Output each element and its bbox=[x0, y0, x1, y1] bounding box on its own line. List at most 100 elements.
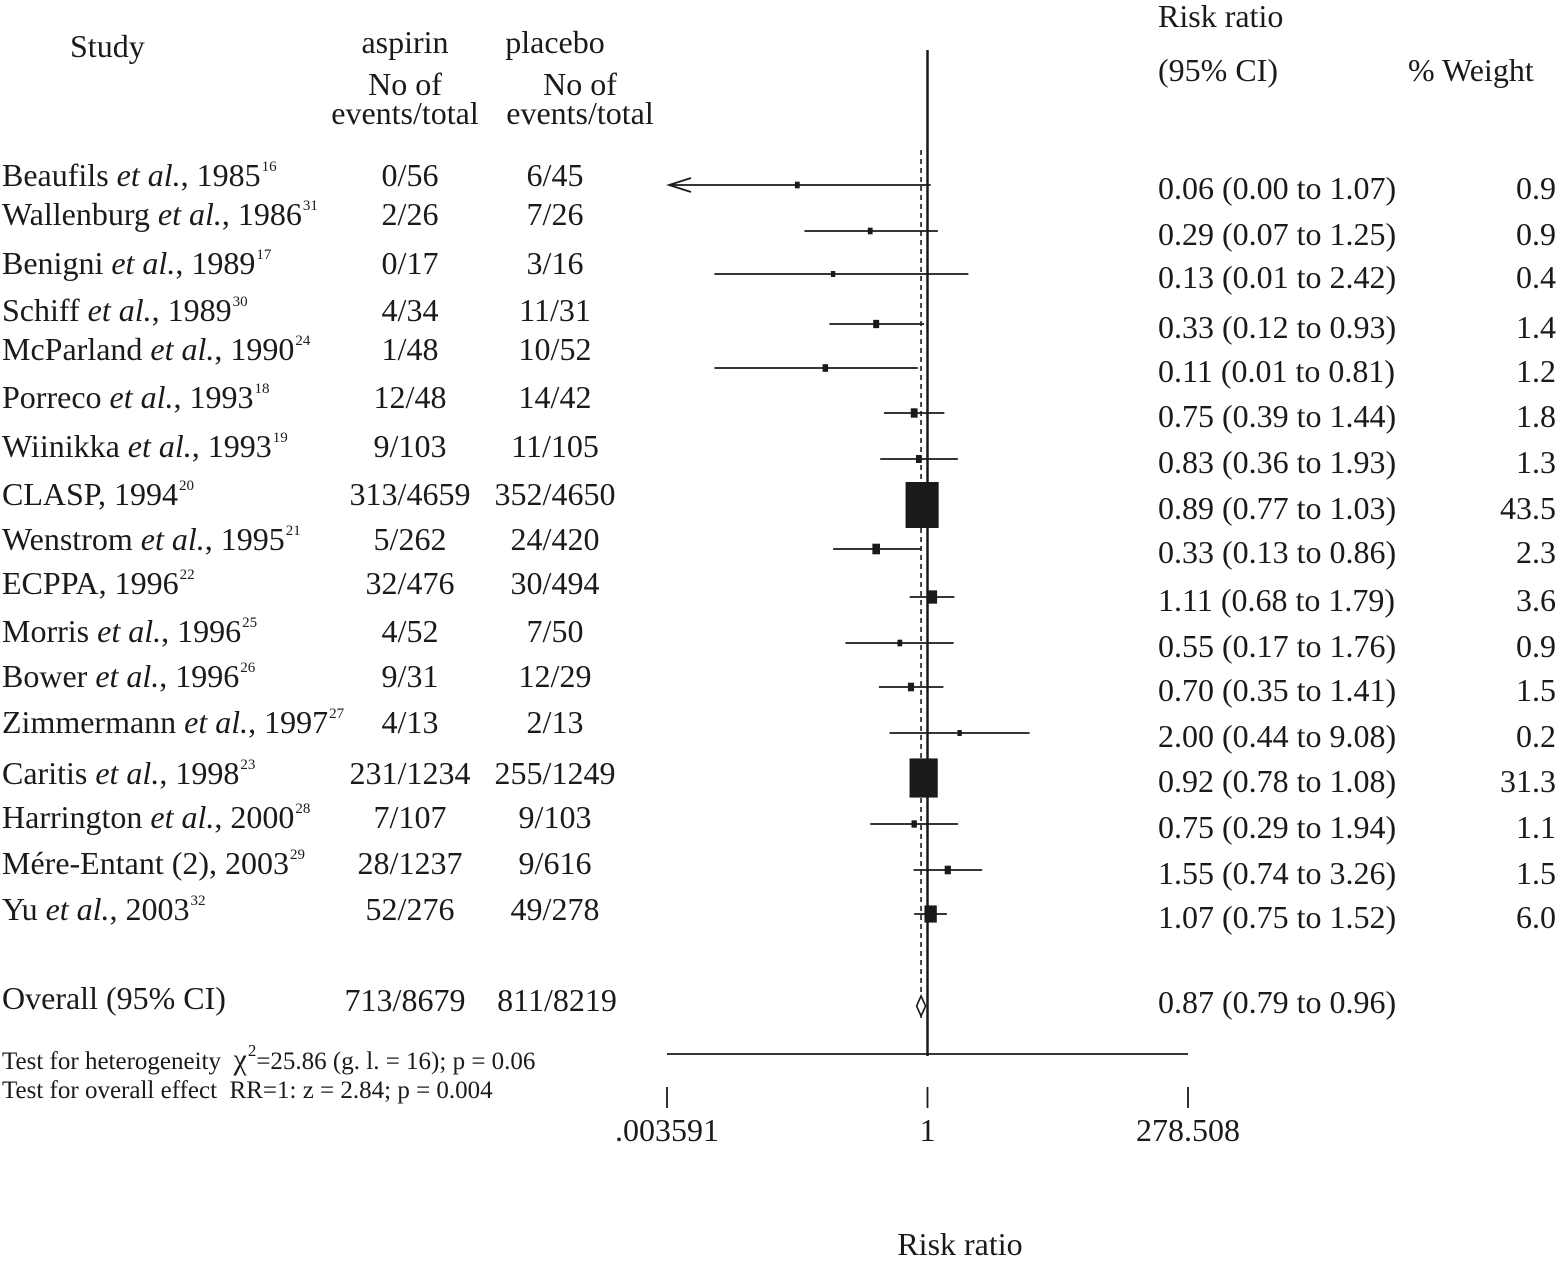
aspirin-events: 313/4659 bbox=[349, 476, 471, 512]
study-year: 1993 bbox=[207, 428, 272, 464]
weight-value: 1.3 bbox=[1516, 444, 1556, 480]
risk-ratio-ci: 0.75 (0.29 to 1.94) bbox=[1158, 809, 1397, 845]
x-tick-label: 278.508 bbox=[1136, 1112, 1240, 1148]
test-overall-label: Test for overall effect bbox=[2, 1077, 218, 1104]
point-estimate bbox=[794, 181, 800, 189]
risk-ratio-ci: 0.11 (0.01 to 0.81) bbox=[1158, 353, 1396, 389]
study-label: Mére-Entant (2), 200329 bbox=[2, 845, 306, 881]
header-aspirin-events: events/total bbox=[331, 95, 479, 131]
weight-value: 1.2 bbox=[1516, 353, 1556, 389]
risk-ratio-ci: 0.70 (0.35 to 1.41) bbox=[1158, 672, 1397, 708]
point-estimate bbox=[927, 590, 938, 604]
point-estimate bbox=[830, 271, 836, 277]
aspirin-events: 0/56 bbox=[381, 157, 439, 193]
study-etal: et al. bbox=[127, 428, 192, 464]
overall-rr-text: 0.87 (0.79 to 0.96) bbox=[1158, 984, 1397, 1020]
weight-value: 2.3 bbox=[1516, 534, 1556, 570]
aspirin-events: 52/276 bbox=[365, 891, 455, 927]
study-reference: 30 bbox=[232, 294, 248, 310]
study-reference: 20 bbox=[179, 478, 195, 494]
placebo-events: 2/13 bbox=[526, 704, 584, 740]
header-study: Study bbox=[70, 28, 145, 64]
study-reference: 32 bbox=[190, 893, 206, 909]
point-estimate bbox=[867, 227, 873, 235]
placebo-events: 6/45 bbox=[526, 157, 584, 193]
placebo-events: 11/105 bbox=[511, 428, 599, 464]
header-placebo-events: events/total bbox=[506, 95, 654, 131]
study-reference: 19 bbox=[272, 430, 288, 446]
study-reference: 27 bbox=[329, 706, 345, 722]
study-etal: et al. bbox=[157, 196, 222, 232]
study-name: Wenstrom bbox=[2, 521, 133, 557]
x-axis-label: Risk ratio bbox=[897, 1226, 1023, 1262]
study-name: Benigni bbox=[2, 245, 104, 281]
study-label: Wiinikka et al., 199319 bbox=[2, 428, 288, 464]
study-year: 1989 bbox=[167, 292, 232, 328]
chi-symbol: χ bbox=[233, 1043, 247, 1076]
test-heterogeneity-label: Test for heterogeneity bbox=[2, 1048, 221, 1075]
study-etal: et al. bbox=[184, 704, 249, 740]
point-estimate bbox=[873, 319, 880, 329]
study-etal: et al. bbox=[140, 521, 205, 557]
study-name: Wallenburg bbox=[2, 196, 150, 232]
study-etal: et al. bbox=[116, 157, 181, 193]
study-year: 1986 bbox=[237, 196, 302, 232]
study-reference: 22 bbox=[179, 567, 195, 583]
aspirin-events: 9/31 bbox=[381, 658, 439, 694]
aspirin-events: 4/13 bbox=[381, 704, 439, 740]
study-year: 1996 bbox=[175, 658, 240, 694]
test-heterogeneity-value: =25.86 (g. l. = 16); p = 0.06 bbox=[256, 1048, 536, 1075]
aspirin-events: 9/103 bbox=[373, 428, 447, 464]
header-risk-ratio: Risk ratio bbox=[1158, 0, 1284, 34]
weight-value: 6.0 bbox=[1516, 899, 1556, 935]
study-year: 1998 bbox=[175, 755, 240, 791]
weight-value: 0.9 bbox=[1516, 216, 1556, 252]
weight-value: 1.4 bbox=[1516, 309, 1556, 345]
study-year: 1994 bbox=[114, 476, 179, 512]
aspirin-events: 2/26 bbox=[381, 196, 439, 232]
aspirin-events: 231/1234 bbox=[349, 755, 471, 791]
study-name: Zimmermann bbox=[2, 704, 177, 740]
study-reference: 31 bbox=[302, 198, 318, 214]
test-overall-effect: Test for overall effect RR=1: z = 2.84; … bbox=[2, 1078, 493, 1103]
point-estimate bbox=[822, 364, 829, 372]
study-year: 2003 bbox=[225, 845, 290, 881]
study-reference: 16 bbox=[261, 159, 277, 175]
study-reference: 25 bbox=[242, 615, 258, 631]
study-reference: 29 bbox=[290, 847, 306, 863]
aspirin-events: 4/52 bbox=[381, 613, 439, 649]
header-placebo-no-of: No of bbox=[543, 66, 617, 102]
placebo-events: 49/278 bbox=[510, 891, 600, 927]
weight-value: 1.1 bbox=[1516, 809, 1556, 845]
placebo-events: 30/494 bbox=[510, 565, 600, 601]
study-label: McParland et al., 199024 bbox=[2, 331, 311, 367]
risk-ratio-ci: 0.13 (0.01 to 2.42) bbox=[1158, 259, 1397, 295]
study-name: CLASP bbox=[2, 476, 99, 512]
study-year: 1995 bbox=[220, 521, 285, 557]
study-label: Harrington et al., 200028 bbox=[2, 799, 311, 835]
study-label: Schiff et al., 198930 bbox=[2, 292, 248, 328]
study-label: Bower et al., 199626 bbox=[2, 658, 256, 694]
study-etal: et al. bbox=[150, 799, 215, 835]
weight-value: 0.9 bbox=[1516, 170, 1556, 206]
study-year: 1993 bbox=[189, 379, 254, 415]
study-name: Mére-Entant (2) bbox=[2, 845, 210, 881]
overall-aspirin: 713/8679 bbox=[344, 982, 466, 1018]
placebo-events: 14/42 bbox=[518, 379, 592, 415]
study-name: McParland bbox=[2, 331, 143, 367]
study-label: Wenstrom et al., 199521 bbox=[2, 521, 301, 557]
weight-value: 1.5 bbox=[1516, 855, 1556, 891]
study-year: 1996 bbox=[114, 565, 179, 601]
risk-ratio-ci: 0.55 (0.17 to 1.76) bbox=[1158, 628, 1397, 664]
study-reference: 24 bbox=[295, 333, 311, 349]
risk-ratio-ci: 0.33 (0.12 to 0.93) bbox=[1158, 309, 1397, 345]
study-etal: et al. bbox=[95, 755, 160, 791]
header-weight: % Weight bbox=[1408, 52, 1534, 88]
study-name: Harrington bbox=[2, 799, 143, 835]
study-name: ECPPA bbox=[2, 565, 99, 601]
weight-value: 0.4 bbox=[1516, 259, 1556, 295]
placebo-events: 352/4650 bbox=[494, 476, 616, 512]
aspirin-events: 0/17 bbox=[381, 245, 439, 281]
header-ci: (95% CI) bbox=[1158, 52, 1278, 88]
